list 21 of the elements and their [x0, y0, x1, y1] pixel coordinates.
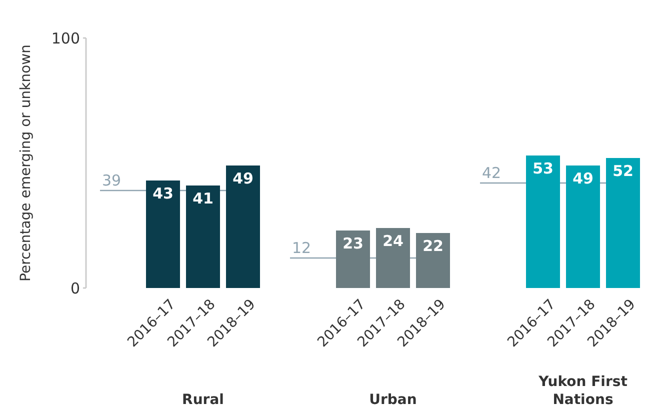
data-label: 24 [382, 232, 404, 250]
x-axis-title: Urban [369, 392, 417, 408]
bar [146, 180, 180, 288]
data-label: 43 [152, 184, 174, 202]
x-axis-title: Rural [182, 392, 224, 408]
x-axis-title: Yukon First Nations [538, 374, 628, 408]
data-label: 23 [342, 234, 364, 252]
data-label: 41 [192, 190, 214, 208]
y-tick-label: 0 [70, 279, 80, 298]
data-label: 52 [612, 162, 634, 180]
bar [186, 186, 220, 288]
y-tick-label: 100 [51, 29, 80, 48]
data-label: 53 [532, 160, 554, 178]
y-axis-title: Percentage emerging or unknown [18, 44, 34, 282]
data-label: 49 [572, 170, 594, 188]
ref-line-label: 12 [292, 239, 312, 257]
data-label: 22 [422, 237, 444, 255]
ref-line-label: 39 [102, 172, 122, 190]
bar [226, 166, 260, 288]
ref-line-label: 42 [482, 164, 502, 182]
data-label: 49 [232, 170, 254, 188]
